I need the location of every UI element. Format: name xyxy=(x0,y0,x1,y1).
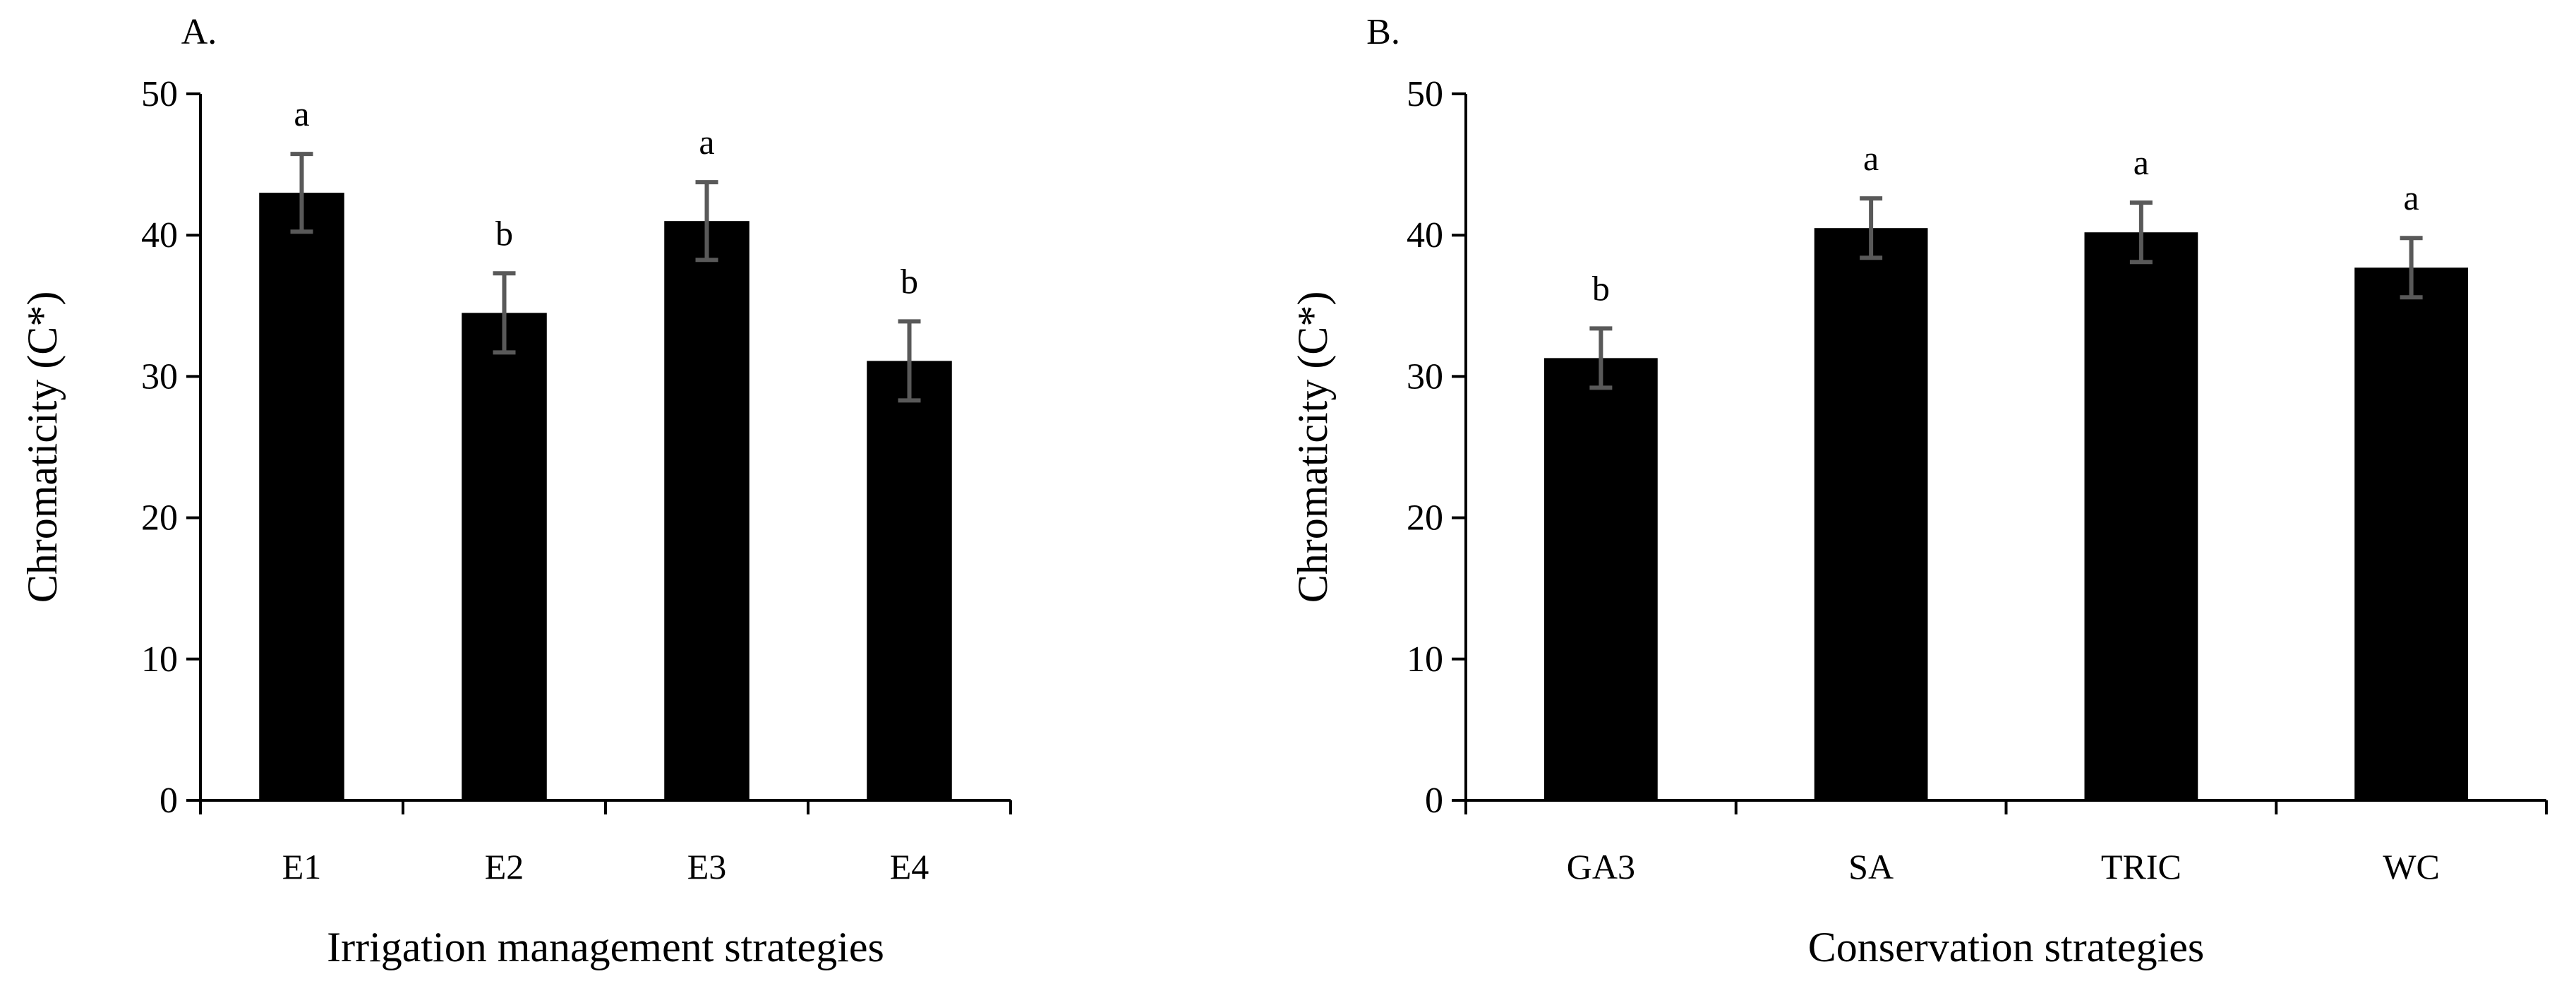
y-tick-label: 0 xyxy=(160,781,178,821)
error-bar xyxy=(290,152,313,234)
bar xyxy=(1543,358,1658,800)
y-tick-label: 50 xyxy=(1407,74,1443,114)
x-tick-label: E3 xyxy=(687,847,727,886)
error-bar xyxy=(2129,200,2153,265)
error-bar xyxy=(695,180,718,263)
bar xyxy=(462,313,547,800)
y-tick-label: 20 xyxy=(1407,498,1443,538)
y-axis-label: Chromaticity (C*) xyxy=(19,291,66,603)
y-tick-label: 50 xyxy=(141,74,178,114)
significance-letter: a xyxy=(2404,178,2419,217)
significance-letter: a xyxy=(294,94,309,133)
error-bar xyxy=(1860,196,1883,260)
x-axis-label: Irrigation management strategies xyxy=(327,924,884,970)
x-tick-label: SA xyxy=(1848,847,1894,886)
significance-letter: a xyxy=(1863,138,1879,178)
x-tick-label: E4 xyxy=(890,847,929,886)
x-tick-label: TRIC xyxy=(2101,847,2181,886)
y-tick-label: 0 xyxy=(1425,781,1443,821)
chart-panel-b: B. b GA3 a SA a TRIC a WC 0 10 20 30 40 50 Conservation… xyxy=(1289,12,2548,970)
panel-label: A. xyxy=(181,12,217,52)
x-tick-label: GA3 xyxy=(1567,847,1635,886)
x-tick-label: E1 xyxy=(282,847,322,886)
y-tick-label: 10 xyxy=(141,639,178,680)
error-bar xyxy=(1589,326,1613,390)
significance-letter: b xyxy=(901,261,918,301)
bar xyxy=(867,361,952,800)
x-axis-label: Conservation strategies xyxy=(1808,924,2205,970)
significance-letter: b xyxy=(495,213,513,253)
chart-panel-a: A. a E1 b E2 a E3 b E4 0 10 20 30 40 50 Irrigation mana… xyxy=(19,12,1012,970)
y-tick-label: 20 xyxy=(141,498,178,538)
bar xyxy=(664,221,750,800)
y-tick-label: 30 xyxy=(1407,356,1443,397)
y-axis-label: Chromaticity (C*) xyxy=(1289,291,1336,603)
x-tick-label: WC xyxy=(2383,847,2440,886)
significance-letter: b xyxy=(1592,268,1610,308)
significance-letter: a xyxy=(699,122,714,162)
error-bar xyxy=(493,271,516,355)
y-tick-label: 40 xyxy=(1407,215,1443,255)
bar xyxy=(2354,267,2469,801)
significance-letter: a xyxy=(2133,143,2149,182)
error-bar xyxy=(898,319,921,403)
y-tick-label: 40 xyxy=(141,215,178,255)
y-tick-label: 30 xyxy=(141,356,178,397)
error-bar xyxy=(2400,236,2423,300)
x-tick-label: E2 xyxy=(485,847,524,886)
bar xyxy=(1814,228,1928,800)
bar xyxy=(259,193,344,800)
bar xyxy=(2084,232,2198,800)
panel-label: B. xyxy=(1366,12,1400,52)
y-tick-label: 10 xyxy=(1407,639,1443,680)
